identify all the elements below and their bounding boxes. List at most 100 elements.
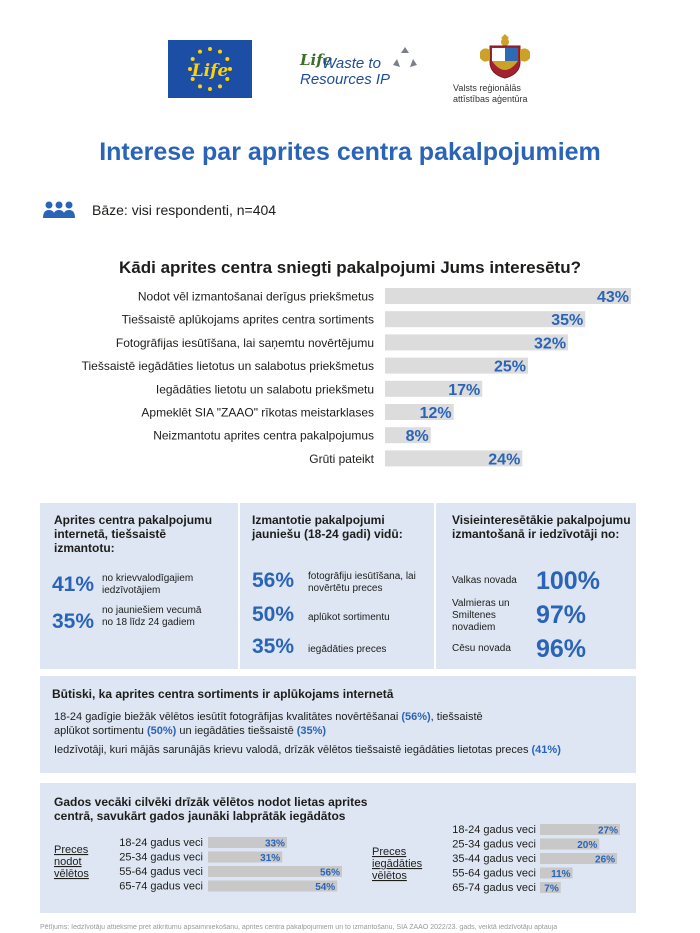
- youth-services-text-2: aplūkot sortimentu: [308, 612, 390, 623]
- age-chart-title-word: vēlētos: [54, 868, 89, 880]
- youth-services-pct-2: 50%: [252, 603, 295, 626]
- most-interested-pct-2: 97%: [536, 601, 587, 629]
- bar: [385, 427, 431, 444]
- age-chart-title-word: nodot: [54, 856, 82, 868]
- eu-star: [225, 57, 230, 61]
- bar-value-label: 24%: [488, 451, 520, 468]
- category-label: Fotogrāfijas iesūtīšana, lai saņemtu nov…: [116, 336, 374, 350]
- category-label: Neizmantotu aprites centra pakalpojumus: [153, 429, 374, 443]
- eu-star: [208, 47, 212, 51]
- lwr-line1: Waste to: [322, 55, 381, 72]
- category-label: Tiešsaistē iegādāties lietotus un salabo…: [82, 359, 374, 373]
- age-bar: [540, 853, 618, 864]
- bar: [385, 380, 483, 397]
- eu-star: [188, 67, 192, 71]
- online-assortment-paragraph-1: 18-24 gadīgie biežāk vēlētos iesūtīt fot…: [54, 710, 484, 738]
- most-interested-title: Visieinteresētākie pakalpojumu izmantoša…: [452, 513, 631, 541]
- eu-star: [218, 84, 222, 89]
- agency-name: Valsts reģionālās attīstības aģentūra: [453, 83, 553, 105]
- bar-value-label: 17%: [448, 382, 480, 399]
- bar-value-label: 25%: [494, 359, 526, 376]
- most-interested-text-1: Valkas novada: [452, 575, 517, 586]
- age-category-label: 25-34 gadus veci: [119, 852, 203, 864]
- p1-b-pct: (50%): [146, 725, 177, 737]
- age-bar-value: 33%: [265, 839, 285, 850]
- youth-services-pct-1: 56%: [252, 569, 295, 592]
- p1-a: 18-24 gadīgie biežāk vēlētos iesūtīt fot…: [54, 711, 402, 723]
- age-bar: [540, 867, 573, 879]
- age-comparison-title: Gados vecāki cilvēki drīzāk vēlētos nodo…: [54, 795, 368, 823]
- p1-a-pct: (56%): [401, 711, 431, 723]
- age-bar-value: 31%: [260, 853, 280, 864]
- coat-of-arms-logo: [470, 30, 540, 112]
- bar: [385, 404, 454, 420]
- eu-logo-text: Life: [191, 61, 229, 81]
- bar-value-label: 8%: [406, 428, 429, 445]
- online-assortment-paragraph-2: Iedzīvotāji, kuri mājās sarunājās krievu…: [54, 744, 624, 756]
- age-bar: [540, 824, 620, 835]
- age-category-label: 18-24 gadus veci: [119, 837, 203, 849]
- category-label: Nodot vēl izmantošanai derīgus priekšmet…: [138, 290, 374, 304]
- category-label: Tiešsaistē aplūkojams aprites centra sor…: [122, 313, 374, 327]
- bar: [385, 334, 569, 351]
- age-chart-title-word: Preces: [372, 846, 407, 858]
- age-bar: [208, 837, 287, 848]
- age-bar-value: 7%: [544, 884, 559, 895]
- eu-star: [190, 57, 195, 61]
- age-chart-title-word: vēlētos: [372, 870, 407, 882]
- youth-services-box: Izmantotie pakalpojumi jauniešu (18-24 g…: [240, 503, 434, 669]
- lwr-life-text: Life: [300, 51, 333, 69]
- most-interested-pct-3: 96%: [536, 635, 587, 663]
- age-bar: [540, 838, 600, 850]
- online-usage-title: Aprites centra pakalpojumu internetā, ti…: [54, 513, 213, 555]
- eu-star: [218, 49, 222, 54]
- category-label: Iegādāties lietotu un salabotu priekšmet…: [156, 382, 374, 396]
- age-category-label: 65-74 gadus veci: [119, 881, 203, 893]
- age-category-label: 35-44 gadus veci: [452, 853, 536, 865]
- most-interested-text-2: Valmieras un Smiltenes novadiem: [452, 598, 510, 633]
- age-category-label: 55-64 gadus veci: [119, 866, 203, 878]
- bar-value-label: 35%: [551, 312, 583, 329]
- youth-services-text-3: iegādāties preces: [308, 644, 387, 655]
- base-text: Bāze: visi respondenti, n=404: [92, 202, 277, 218]
- eu-star: [208, 87, 212, 91]
- bar: [385, 288, 631, 304]
- question-title: Kādi aprites centra sniegti pakalpojumi …: [119, 258, 581, 277]
- eu-star: [198, 49, 202, 54]
- most-interested-text-3: Cēsu novada: [452, 643, 511, 654]
- category-label: Grūti pateikt: [309, 452, 374, 466]
- online-usage-pct-2: 35%: [52, 610, 95, 633]
- age-bar-value: 27%: [598, 826, 618, 837]
- category-label: Apmeklēt SIA "ZAAO" rīkotas meistarklase…: [141, 406, 374, 420]
- p2-text: Iedzīvotāji, kuri mājās sarunājās krievu…: [54, 744, 532, 756]
- p2-pct: (41%): [531, 744, 561, 756]
- bar-value-label: 32%: [534, 335, 566, 352]
- eu-life-logo: Life: [168, 40, 252, 98]
- online-usage-box: Aprites centra pakalpojumu internetā, ti…: [40, 503, 238, 669]
- eu-star: [190, 77, 195, 81]
- age-bar-value: 54%: [315, 882, 335, 893]
- youth-services-text-1: fotogrāfiju iesūtīšana, lai novērtētu pr…: [308, 571, 416, 594]
- agency-line-2: attīstības aģentūra: [453, 94, 528, 104]
- eu-star: [225, 77, 230, 81]
- age-bar: [208, 880, 338, 892]
- p1-b: , tiešsaistē aplūkot sortimentu: [54, 711, 483, 737]
- eu-star: [228, 67, 232, 71]
- age-bar: [208, 851, 283, 863]
- bar: [385, 450, 523, 467]
- age-bar-value: 26%: [595, 855, 615, 866]
- most-interested-box: Visieinteresētākie pakalpojumu izmantoša…: [436, 503, 636, 669]
- youth-services-pct-3: 35%: [252, 635, 295, 658]
- online-usage-text-1: no krievvalodīgajiem iedzīvotājiem: [102, 573, 194, 596]
- online-usage-text-2: no jauniešiem vecumā no 18 līdz 24 gadie…: [102, 605, 202, 628]
- bar-value-label: 12%: [420, 405, 452, 422]
- main-bar-chart: Nodot vēl izmantošanai derīgus priekšmet…: [82, 288, 631, 468]
- age-bar-value: 20%: [577, 840, 597, 851]
- youth-services-title: Izmantotie pakalpojumi jauniešu (18-24 g…: [252, 513, 403, 541]
- online-assortment-box: Būtiski, ka aprites centra sortiments ir…: [40, 676, 636, 773]
- people-icon: [42, 200, 76, 225]
- bar-value-label: 43%: [597, 289, 629, 306]
- online-assortment-title: Būtiski, ka aprites centra sortiments ir…: [52, 687, 394, 701]
- lwr-line2: Resources IP: [300, 71, 391, 88]
